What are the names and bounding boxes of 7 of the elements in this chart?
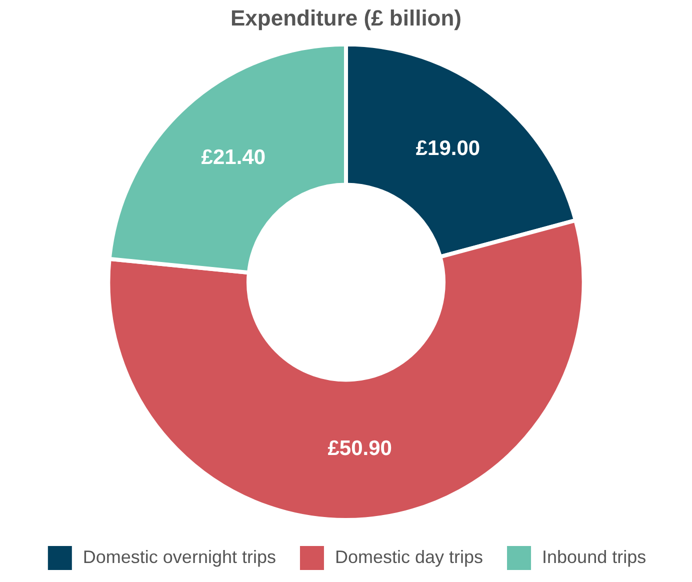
data-label: £50.90: [328, 437, 392, 460]
legend-label: Domestic overnight trips: [82, 546, 276, 567]
chart-title: Expenditure (£ billion): [230, 5, 462, 30]
data-label: £21.40: [201, 146, 266, 169]
data-label: £19.00: [416, 136, 480, 160]
legend-label: Domestic day trips: [334, 546, 484, 567]
legend-label: Inbound trips: [542, 546, 646, 567]
